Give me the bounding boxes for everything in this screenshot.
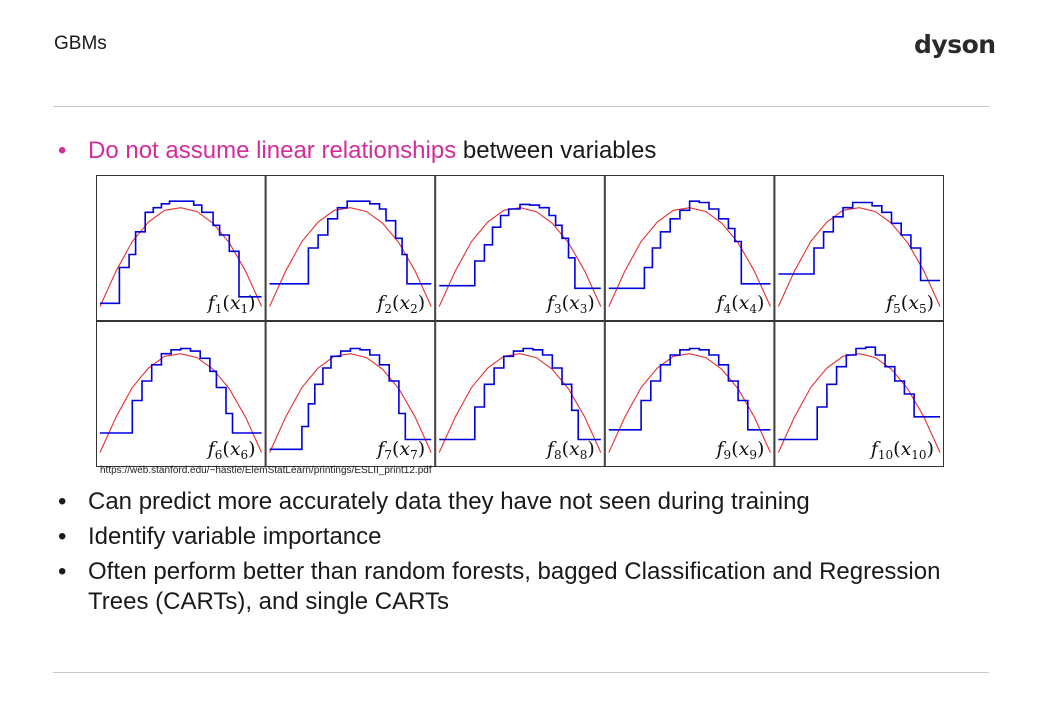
panel-label: f10(x10)	[869, 438, 934, 462]
bullet-text: Can predict more accurately data they ha…	[88, 488, 810, 515]
fitted-curve	[777, 207, 941, 307]
bullet-dot: •	[58, 488, 67, 515]
dyson-logo: dyson	[914, 30, 996, 59]
panel-3: f3(x3)	[435, 175, 605, 321]
bullet-text: Often perform better than random forests…	[88, 558, 941, 615]
slide-title: GBMs	[54, 33, 107, 54]
step-function	[439, 347, 601, 441]
step-function	[608, 200, 771, 290]
fitted-curve	[438, 353, 602, 453]
panel-label: f9(x9)	[715, 438, 765, 462]
panel-border	[96, 175, 266, 321]
panel-4: f4(x4)	[604, 175, 775, 321]
panel-10: f10(x10)	[774, 321, 944, 467]
panel-border	[435, 321, 605, 467]
bullet-text: Identify variable importance	[88, 523, 382, 550]
bullet-text: Do not assume linear relationships betwe…	[88, 136, 656, 166]
top-divider	[53, 106, 989, 107]
panel-label: f6(x6)	[206, 438, 256, 462]
fitted-curve	[99, 353, 263, 453]
panel-border	[265, 175, 436, 321]
step-function	[439, 203, 601, 290]
bullet-dot: •	[58, 558, 67, 585]
figure-citation: https://web.stanford.edu/~hastie/ElemSta…	[100, 465, 432, 476]
panel-label: f4(x4)	[715, 292, 765, 316]
bullet-performance: • Often perform better than random fores…	[58, 557, 958, 617]
panel-border	[774, 175, 944, 321]
panel-8: f8(x8)	[435, 321, 605, 467]
step-function	[778, 346, 940, 441]
step-function	[608, 347, 771, 431]
panel-label: f7(x7)	[375, 438, 425, 462]
panel-border	[265, 321, 436, 467]
panel-5: f5(x5)	[774, 175, 944, 321]
panel-border	[604, 321, 775, 467]
bullet-linear-relationships: • Do not assume linear relationships bet…	[58, 136, 656, 166]
panel-1: f1(x1)	[96, 175, 266, 321]
bullet-dot: •	[58, 523, 67, 550]
step-function	[778, 201, 940, 282]
panel-2: f2(x2)	[265, 175, 436, 321]
bullet-text-rest: between variables	[456, 137, 657, 164]
fitted-curve	[269, 353, 432, 453]
bottom-divider	[53, 672, 989, 673]
panel-9: f9(x9)	[604, 321, 775, 467]
fitted-curve	[777, 353, 941, 453]
step-function	[100, 200, 262, 305]
fitted-curve	[608, 353, 771, 453]
panel-border	[604, 175, 775, 321]
bullet-predict: • Can predict more accurately data they …	[58, 487, 810, 517]
step-function	[100, 347, 262, 434]
bullet-dot: •	[58, 137, 67, 164]
step-function	[269, 200, 432, 285]
panel-label: f5(x5)	[884, 292, 934, 316]
panel-6: f6(x6)	[96, 321, 266, 467]
panel-border	[774, 321, 944, 467]
panel-border	[96, 321, 266, 467]
partial-dependence-grid: f1(x1) f2(x2) f3(x3) f4(x4) f5(x5) f6(x6) f7(x…	[96, 175, 944, 467]
panel-border	[435, 175, 605, 321]
panel-label: f8(x8)	[545, 438, 595, 462]
fitted-curve	[269, 207, 432, 307]
panel-label: f2(x2)	[375, 292, 425, 316]
panel-7: f7(x7)	[265, 321, 436, 467]
panel-label: f1(x1)	[206, 292, 256, 316]
bullet-importance: • Identify variable importance	[58, 522, 381, 552]
fitted-curve	[99, 207, 263, 307]
highlighted-text: Do not assume linear relationships	[88, 137, 457, 164]
panel-label: f3(x3)	[545, 292, 595, 316]
step-function	[269, 347, 432, 451]
